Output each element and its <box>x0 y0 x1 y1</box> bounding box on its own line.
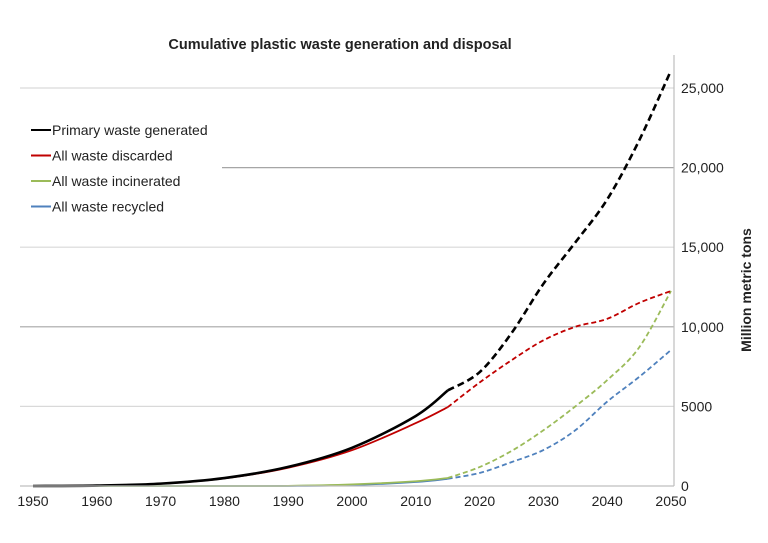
x-tick-label: 2010 <box>400 493 431 509</box>
x-tick-label: 1970 <box>145 493 176 509</box>
gridlines <box>20 87 674 407</box>
x-tick-label: 2040 <box>592 493 623 509</box>
y-axis-label: Million metric tons <box>738 228 754 352</box>
series-line-all-waste-discarded-projected <box>447 290 672 408</box>
series-line-primary-waste-generated-projected <box>447 69 673 392</box>
chart-title: Cumulative plastic waste generation and … <box>168 37 511 53</box>
y-tick-label: 25,000 <box>681 80 724 96</box>
legend-label: All waste recycled <box>52 199 164 215</box>
x-tick-label: 1960 <box>81 493 112 509</box>
y-tick-label: 15,000 <box>681 239 724 255</box>
x-tick-label: 1980 <box>209 493 240 509</box>
y-tick-label: 10,000 <box>681 319 724 335</box>
x-tick-label: 2020 <box>464 493 495 509</box>
axes: 0 5000 10,000 15,000 20,000 25,000 1950 1960 197… <box>17 55 724 509</box>
x-tick-label: 1950 <box>17 493 48 509</box>
series-line-all-waste-discarded-observed <box>32 406 449 487</box>
legend-label: Primary waste generated <box>52 122 208 138</box>
y-tick-label: 0 <box>681 478 689 494</box>
legend-label: All waste discarded <box>52 148 173 164</box>
y-tick-label: 5000 <box>681 398 712 414</box>
x-tick-label: 1990 <box>273 493 304 509</box>
series-line-all-waste-incinerated-projected <box>447 290 672 479</box>
x-tick-label: 2050 <box>655 493 686 509</box>
series-line-primary-waste-generated-observed <box>32 389 449 488</box>
legend-label: All waste incinerated <box>52 173 180 189</box>
series-line-all-waste-recycled-projected <box>447 349 672 480</box>
x-tick-label: 2000 <box>336 493 367 509</box>
y-tick-label: 20,000 <box>681 160 724 176</box>
legend: Primary waste generated All waste discard… <box>31 122 208 215</box>
x-tick-label: 2030 <box>528 493 559 509</box>
